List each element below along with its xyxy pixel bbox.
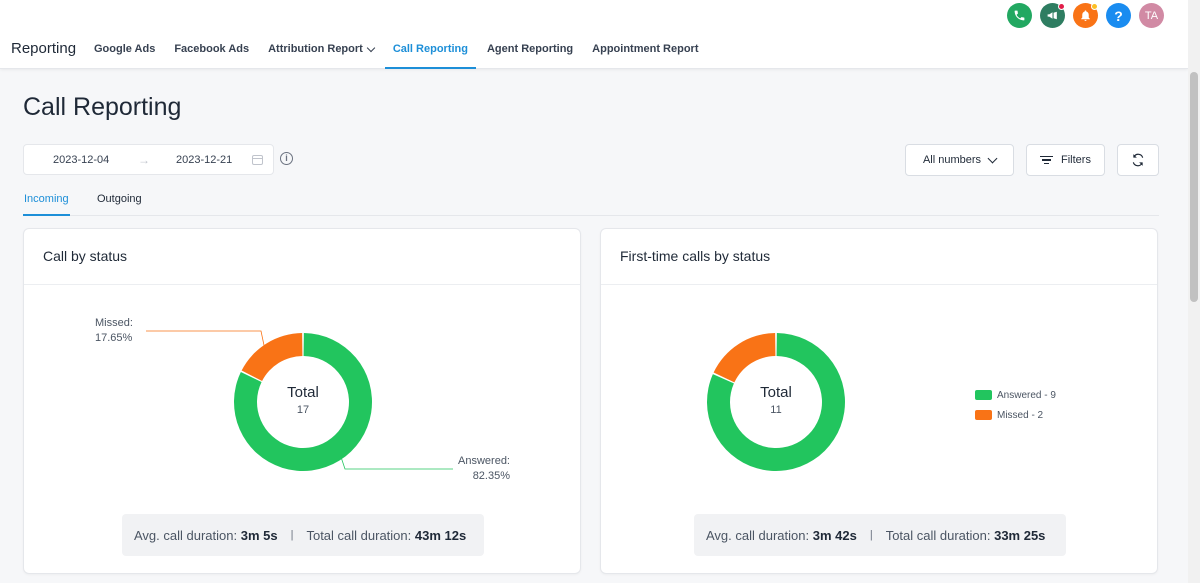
nav-label: Attribution Report: [268, 43, 363, 55]
answered-percent: 82.35%: [473, 470, 511, 482]
avatar[interactable]: TA: [1139, 3, 1164, 28]
missed-percent: 17.65%: [95, 332, 133, 344]
chart-legend: Answered - 9 Missed - 2: [975, 385, 1056, 425]
nav-label: Google Ads: [94, 43, 156, 55]
avg-duration-label: Avg. call duration:: [706, 527, 810, 543]
all-numbers-select[interactable]: All numbers: [905, 144, 1014, 176]
help-icon[interactable]: ?: [1106, 3, 1131, 28]
donut-slice-missed[interactable]: [241, 333, 303, 381]
card-title: Call by status: [43, 248, 128, 264]
scrollbar-thumb[interactable]: [1190, 72, 1198, 302]
page-title: Call Reporting: [23, 93, 182, 121]
total-duration-value: 43m 12s: [414, 527, 467, 543]
donut-slice-answered[interactable]: [233, 333, 372, 471]
donut-slice-missed[interactable]: [713, 333, 776, 383]
nav-google-ads[interactable]: Google Ads: [86, 31, 163, 69]
refresh-button[interactable]: [1117, 144, 1159, 176]
calendar-icon: [252, 155, 263, 165]
legend-swatch: [975, 390, 992, 400]
donut-slice-answered[interactable]: [707, 333, 845, 471]
phone-icon[interactable]: [1007, 3, 1032, 28]
legend-swatch: [975, 410, 992, 420]
answered-leader-line: [339, 453, 453, 470]
total-duration-label: Total call duration:: [885, 527, 991, 543]
date-range-picker[interactable]: 2023-12-04 → 2023-12-21: [23, 144, 274, 175]
date-end[interactable]: 2023-12-21: [176, 153, 233, 166]
avg-duration-value: 3m 5s: [240, 527, 278, 543]
donut-center-label: Total: [760, 384, 792, 401]
top-navigation-bar: Reporting Google Ads Facebook Ads Attrib…: [0, 0, 1188, 69]
chevron-down-icon: [366, 43, 376, 52]
filters-button[interactable]: Filters: [1026, 144, 1105, 176]
refresh-icon: [1132, 153, 1144, 167]
filters-label: Filters: [1061, 154, 1091, 166]
direction-tabs: Incoming Outgoing: [23, 186, 1159, 216]
notification-dot: [1058, 3, 1065, 10]
legend-item-answered[interactable]: Answered - 9: [975, 385, 1056, 405]
megaphone-icon[interactable]: [1040, 3, 1065, 28]
nav-agent-reporting[interactable]: Agent Reporting: [479, 31, 581, 69]
first-time-calls-card: First-time calls by status Total 11 Answ…: [600, 228, 1158, 574]
date-start[interactable]: 2023-12-04: [53, 153, 110, 166]
avg-duration-value: 3m 42s: [812, 527, 857, 543]
info-icon[interactable]: i: [280, 152, 293, 165]
answered-label: Answered:: [458, 455, 510, 467]
nav-call-reporting[interactable]: Call Reporting: [384, 31, 476, 69]
stat-separator: |: [290, 529, 294, 541]
missed-label: Missed:: [95, 317, 133, 329]
donut-center-label: Total: [287, 384, 319, 401]
total-duration-label: Total call duration:: [306, 527, 412, 543]
avg-duration-label: Avg. call duration:: [134, 527, 238, 543]
duration-stats: Avg. call duration: 3m 5s | Total call d…: [122, 514, 484, 556]
nav-label: Appointment Report: [592, 43, 699, 55]
report-nav: Google Ads Facebook Ads Attribution Repo…: [86, 31, 709, 69]
arrow-right-icon: →: [138, 152, 150, 167]
divider: [24, 284, 580, 285]
duration-stats: Avg. call duration: 3m 42s | Total call …: [694, 514, 1066, 556]
missed-leader-line: [146, 330, 266, 351]
bell-icon[interactable]: [1073, 3, 1098, 28]
legend-label: Missed - 2: [997, 409, 1044, 421]
notification-dot: [1091, 3, 1098, 10]
chevron-down-icon: [987, 153, 998, 164]
call-by-status-card: Call by status Missed: 17.65% Answered: …: [23, 228, 581, 574]
nav-facebook-ads[interactable]: Facebook Ads: [166, 31, 257, 69]
nav-label: Call Reporting: [392, 43, 468, 55]
nav-label: Facebook Ads: [174, 43, 250, 55]
app-brand: Reporting: [11, 40, 77, 57]
all-numbers-label: All numbers: [922, 154, 982, 166]
nav-appointment-report[interactable]: Appointment Report: [584, 31, 706, 69]
total-duration-value: 33m 25s: [994, 527, 1046, 543]
filter-icon: [1040, 155, 1054, 165]
donut-center-value: 17: [297, 404, 309, 416]
card-title: First-time calls by status: [620, 248, 771, 264]
call-by-status-donut-chart: Missed: 17.65% Answered: 82.35% Total 17: [95, 317, 511, 482]
stat-separator: |: [869, 529, 873, 541]
tab-incoming[interactable]: Incoming: [23, 186, 70, 216]
divider: [601, 284, 1157, 285]
page-scrollbar[interactable]: [1188, 0, 1200, 583]
legend-item-missed[interactable]: Missed - 2: [975, 405, 1056, 425]
legend-label: Answered - 9: [997, 389, 1056, 401]
donut-center-value: 11: [770, 404, 781, 416]
tab-outgoing[interactable]: Outgoing: [97, 193, 142, 205]
nav-attribution-report[interactable]: Attribution Report: [260, 31, 382, 69]
top-action-icons: ? TA: [1007, 3, 1164, 28]
first-time-calls-donut-chart: Total 11: [707, 333, 845, 471]
nav-label: Agent Reporting: [486, 43, 574, 55]
